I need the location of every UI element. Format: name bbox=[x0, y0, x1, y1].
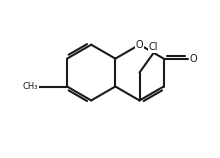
Text: CH₃: CH₃ bbox=[23, 82, 38, 91]
Text: O: O bbox=[136, 40, 143, 50]
Text: O: O bbox=[189, 54, 197, 64]
Text: Cl: Cl bbox=[149, 42, 158, 52]
